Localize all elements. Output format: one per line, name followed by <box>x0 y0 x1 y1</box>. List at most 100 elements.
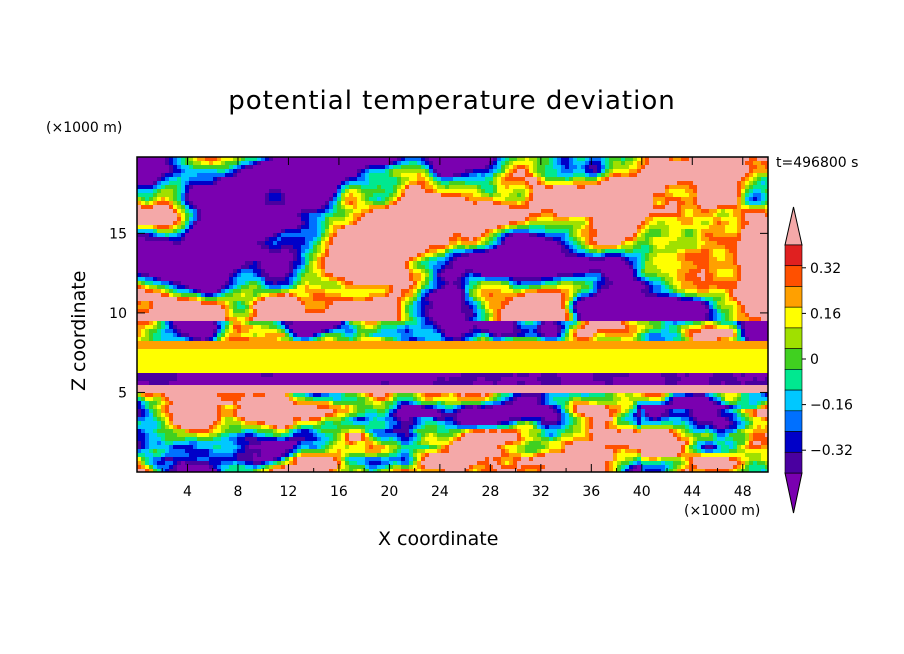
contour-cell <box>725 253 730 258</box>
contour-cell <box>645 173 650 178</box>
contour-cell <box>381 173 386 178</box>
contour-cell <box>281 173 286 178</box>
contour-cell <box>465 265 470 270</box>
contour-cell <box>353 165 358 170</box>
contour-cell <box>649 169 654 174</box>
contour-cell <box>377 249 382 254</box>
contour-cell <box>533 237 538 242</box>
contour-cell <box>333 253 338 258</box>
contour-cell <box>605 201 610 206</box>
contour-cell <box>585 157 590 162</box>
contour-cell <box>553 245 558 250</box>
contour-cell <box>449 273 454 278</box>
contour-cell <box>517 173 522 178</box>
contour-cell <box>357 185 362 190</box>
contour-cell <box>281 273 286 278</box>
contour-cell <box>265 249 270 254</box>
contour-cell <box>353 265 358 270</box>
contour-cell <box>585 185 590 190</box>
contour-cell <box>757 257 762 262</box>
contour-cell <box>205 265 210 270</box>
contour-cell <box>573 181 578 186</box>
contour-cell <box>229 169 234 174</box>
contour-cell <box>709 269 714 274</box>
contour-cell <box>709 253 714 258</box>
contour-cell <box>157 165 162 170</box>
contour-cell <box>549 233 554 238</box>
contour-cell <box>225 265 230 270</box>
contour-cell <box>565 185 570 190</box>
contour-cell <box>177 265 182 270</box>
contour-cell <box>277 265 282 270</box>
contour-cell <box>397 253 402 258</box>
contour-cell <box>281 241 286 246</box>
contour-cell <box>401 237 406 242</box>
contour-cell <box>233 237 238 242</box>
contour-cell <box>397 273 402 278</box>
contour-cell <box>585 241 590 246</box>
contour-cell <box>237 201 242 206</box>
contour-cell <box>381 205 386 210</box>
contour-cell <box>521 197 526 202</box>
contour-cell <box>385 181 390 186</box>
contour-cell <box>749 253 754 258</box>
contour-cell <box>193 205 198 210</box>
contour-cell <box>149 273 154 278</box>
contour-cell <box>253 197 258 202</box>
contour-cell <box>681 173 686 178</box>
contour-cell <box>741 169 746 174</box>
contour-cell <box>337 249 342 254</box>
contour-cell <box>165 249 170 254</box>
contour-cell <box>433 169 438 174</box>
contour-cell <box>149 173 154 178</box>
contour-cell <box>445 181 450 186</box>
contour-cell <box>313 201 318 206</box>
contour-cell <box>565 225 570 230</box>
contour-cell <box>265 257 270 262</box>
contour-cell <box>189 261 194 266</box>
contour-cell <box>521 245 526 250</box>
contour-cell <box>725 209 730 214</box>
contour-cell <box>245 269 250 274</box>
contour-cell <box>665 205 670 210</box>
contour-cell <box>485 225 490 230</box>
contour-cell <box>521 277 526 282</box>
contour-cell <box>393 197 398 202</box>
contour-cell <box>425 229 430 234</box>
contour-cell <box>649 257 654 262</box>
contour-cell <box>589 177 594 182</box>
contour-cell <box>673 221 678 226</box>
contour-cell <box>509 209 514 214</box>
contour-cell <box>481 185 486 190</box>
contour-cell <box>517 217 522 222</box>
contour-cell <box>257 189 262 194</box>
contour-cell <box>493 273 498 278</box>
contour-cell <box>509 245 514 250</box>
contour-cell <box>373 205 378 210</box>
contour-cell <box>485 165 490 170</box>
contour-cell <box>137 261 142 266</box>
contour-cell <box>509 265 514 270</box>
contour-cell <box>305 197 310 202</box>
contour-cell <box>221 193 226 198</box>
contour-cell <box>261 213 266 218</box>
contour-cell <box>753 189 758 194</box>
contour-cell <box>177 273 182 278</box>
contour-cell <box>425 257 430 262</box>
contour-cell <box>173 193 178 198</box>
contour-cell <box>617 237 622 242</box>
contour-cell <box>401 261 406 266</box>
contour-cell <box>369 173 374 178</box>
contour-cell <box>729 209 734 214</box>
contour-cell <box>757 173 762 178</box>
contour-cell <box>685 209 690 214</box>
contour-cell <box>369 269 374 274</box>
contour-cell <box>157 161 162 166</box>
contour-cell <box>497 217 502 222</box>
contour-cell <box>281 157 286 162</box>
contour-cell <box>629 173 634 178</box>
contour-cell <box>405 269 410 274</box>
contour-cell <box>357 181 362 186</box>
contour-cell <box>429 217 434 222</box>
contour-cell <box>433 237 438 242</box>
